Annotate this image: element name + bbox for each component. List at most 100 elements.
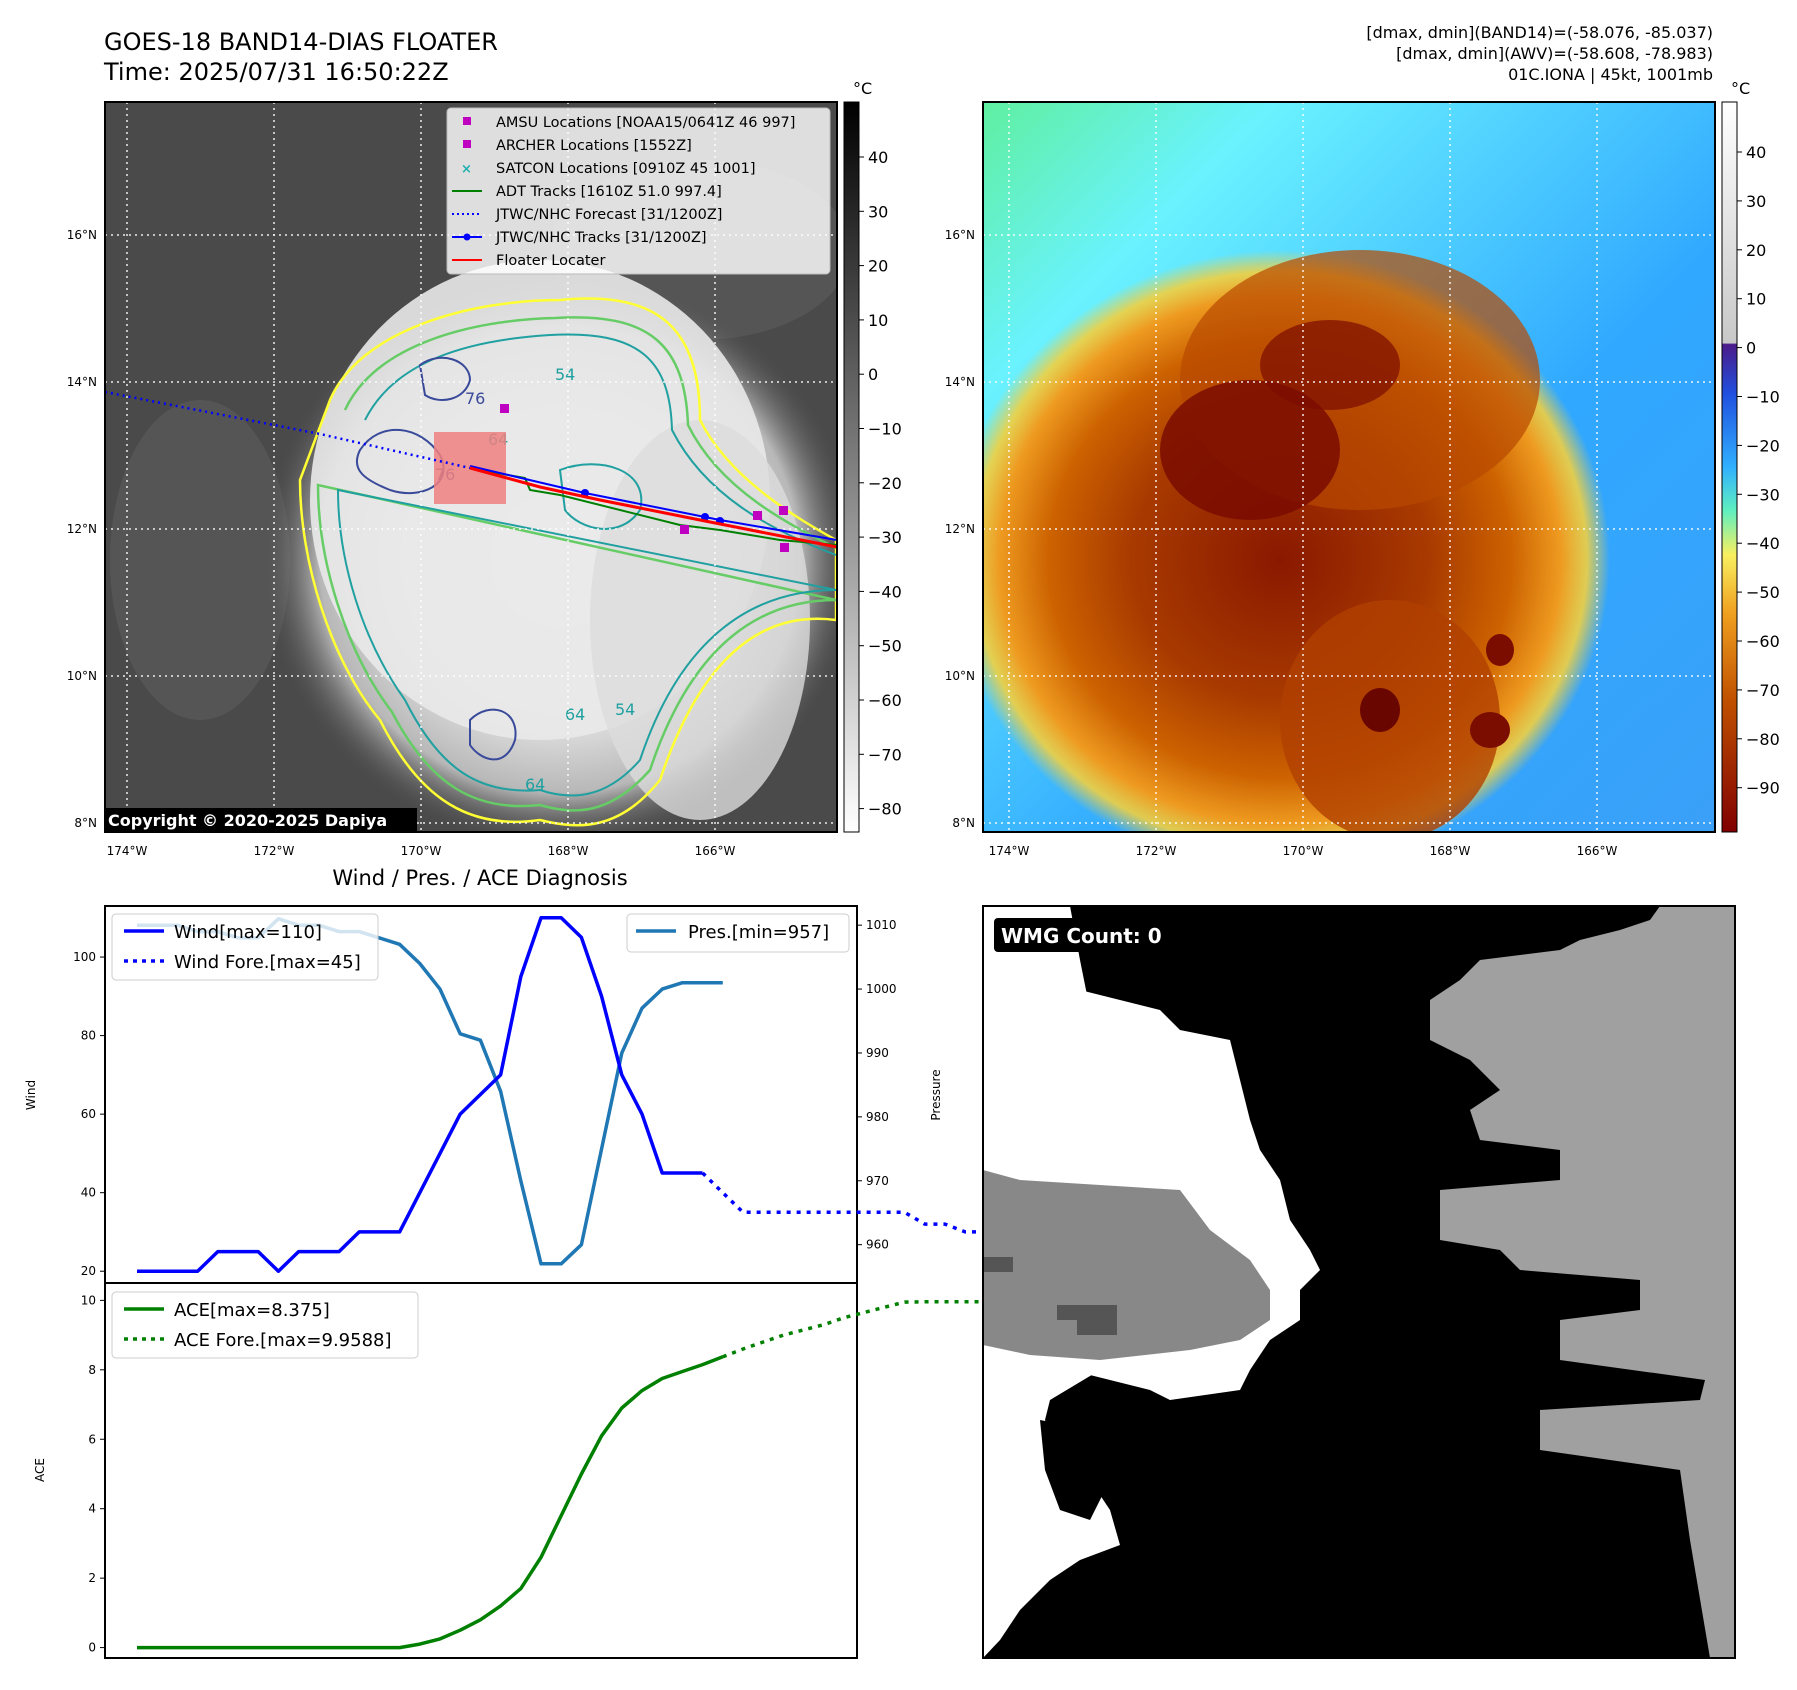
colorbar-tick-label: −30 (868, 528, 902, 547)
colorbar-tick-label: −40 (868, 582, 902, 601)
lon-label: 172°W (1136, 844, 1177, 858)
lat-label: 12°N (945, 522, 975, 536)
lon-label: 168°W (548, 844, 589, 858)
lat-label: 10°N (67, 669, 97, 683)
axis-tick-label: 1000 (866, 982, 897, 996)
lon-label: 170°W (1283, 844, 1324, 858)
contour-label: 64 (525, 775, 545, 794)
colorbar-tick-label: −70 (1746, 681, 1780, 700)
diagnosis-panel: Wind / Pres. / ACE Diagnosis Wind Pressu… (24, 866, 1067, 1659)
axis-tick-label: 0 (88, 1641, 96, 1655)
colorbar-tick-label: −20 (1746, 436, 1780, 455)
axis-tick-label: 2 (88, 1571, 96, 1585)
ace-legend: ACE[max=8.375] ACE Fore.[max=9.9588] (111, 1291, 419, 1359)
lon-label: 166°W (695, 844, 736, 858)
colorbar-tick-label: −50 (1746, 583, 1780, 602)
legend-ace: ACE[max=8.375] (174, 1300, 330, 1321)
legend-wind-fore: Wind Fore.[max=45] (174, 952, 361, 973)
lon-label: 170°W (401, 844, 442, 858)
lon-label: 166°W (1577, 844, 1618, 858)
lat-label: 8°N (952, 816, 975, 830)
axis-tick-label: 960 (866, 1238, 889, 1252)
ace-ylabel: ACE (33, 1458, 47, 1482)
diagnosis-title: Wind / Pres. / ACE Diagnosis (332, 866, 627, 890)
contour-label: 76 (465, 389, 485, 408)
lon-label: 168°W (1430, 844, 1471, 858)
colorbar-tick-label: 0 (1746, 339, 1756, 358)
lon-label: 174°W (107, 844, 148, 858)
lon-label: 174°W (989, 844, 1030, 858)
ir-colorbar: °C 40 30 20 10 0 −10 −20 −30 −40 −50 −60 −70 −80 (843, 79, 902, 833)
colorbar-tick-label: −70 (868, 745, 902, 764)
copyright: Copyright © 2020-2025 Dapiya (108, 811, 387, 830)
legend-wind: Wind[max=110] (174, 922, 322, 943)
svg-text:°C: °C (853, 79, 872, 98)
colorbar-tick-label: −80 (1746, 730, 1780, 749)
awv-colorbar: °C 40 30 20 10 0 −10 −20 −30 −40 −50 −60 −70 −80 −90 (1721, 79, 1780, 833)
lat-label: 14°N (945, 375, 975, 389)
colorbar-tick-label: −60 (1746, 632, 1780, 651)
dmax-awv: [dmax, dmin](AWV)=(-58.608, -78.983) (1396, 44, 1713, 63)
colorbar-tick-label: −50 (868, 637, 902, 656)
colorbar-tick-label: 0 (868, 365, 878, 384)
colorbar-tick-label: −40 (1746, 534, 1780, 553)
axis-tick-label: 1010 (866, 918, 897, 932)
axis-tick-label: 60 (81, 1107, 96, 1121)
colorbar-tick-label: 20 (868, 257, 888, 276)
colorbar-tick-label: −20 (868, 474, 902, 493)
colorbar-tick-label: 40 (868, 148, 888, 167)
colorbar-tick-label: 20 (1746, 241, 1766, 260)
svg-text:°C: °C (1731, 79, 1750, 98)
wind-ylabel: Wind (24, 1080, 38, 1110)
colorbar-tick-label: −80 (868, 800, 902, 819)
legend-pres: Pres.[min=957] (688, 922, 829, 943)
ace-line (137, 1355, 724, 1650)
ir-map-panel: 76 64 54 64 54 64 76 (67, 79, 902, 858)
contour-label: 54 (555, 365, 575, 384)
axis-tick-label: 4 (88, 1502, 96, 1516)
lat-label: 16°N (67, 228, 97, 242)
awv-map-panel: 16°N 14°N 12°N 10°N 8°N 174°W 172°W 170°… (945, 79, 1780, 858)
lat-label: 12°N (67, 522, 97, 536)
axis-tick-label: 80 (81, 1029, 96, 1043)
ace-forecast-line (722, 1300, 1067, 1359)
axis-tick-label: 20 (81, 1264, 96, 1278)
colorbar-tick-label: −10 (1746, 388, 1780, 407)
figure-time: Time: 2025/07/31 16:50:22Z (103, 58, 449, 86)
legend-amsu: AMSU Locations [NOAA15/0641Z 46 997] (496, 115, 795, 131)
floater-locater (469, 466, 837, 549)
colorbar-tick-label: 10 (868, 311, 888, 330)
legend-forecast: JTWC/NHC Forecast [31/1200Z] (495, 207, 722, 223)
legend-adt: ADT Tracks [1610Z 51.0 997.4] (496, 184, 722, 200)
lat-label: 16°N (945, 228, 975, 242)
legend-archer: ARCHER Locations [1552Z] (496, 138, 692, 154)
wind-legend: Wind[max=110] Wind Fore.[max=45] (111, 913, 379, 981)
figure-title: GOES-18 BAND14-DIAS FLOATER (104, 28, 498, 56)
lat-label: 14°N (67, 375, 97, 389)
colorbar-tick-label: 30 (1746, 192, 1766, 211)
axis-tick-label: 8 (88, 1363, 96, 1377)
axis-tick-label: 40 (81, 1186, 96, 1200)
wmg-count: WMG Count: 0 (1001, 924, 1162, 948)
storm-info: 01C.IONA | 45kt, 1001mb (1508, 65, 1713, 84)
colorbar-tick-label: 30 (868, 202, 888, 221)
pres-legend: Pres.[min=957] (626, 913, 850, 953)
lon-label: 172°W (254, 844, 295, 858)
colorbar-tick-label: −90 (1746, 779, 1780, 798)
lat-label: 10°N (945, 669, 975, 683)
forecast-track (105, 390, 471, 470)
jtwc-track (469, 465, 837, 541)
wind-line (137, 916, 703, 1273)
contour-label: 64 (565, 705, 585, 724)
svg-text:×: × (461, 162, 472, 177)
axis-tick-label: 980 (866, 1110, 889, 1124)
axis-tick-label: 10 (81, 1293, 96, 1307)
colorbar-tick-label: −10 (868, 420, 902, 439)
colorbar-tick-label: −60 (868, 691, 902, 710)
dmax-band14: [dmax, dmin](BAND14)=(-58.076, -85.037) (1366, 23, 1713, 42)
axis-tick-label: 990 (866, 1046, 889, 1060)
axis-tick-label: 970 (866, 1174, 889, 1188)
legend-floater: Floater Locater (496, 253, 605, 269)
colorbar-tick-label: −30 (1746, 485, 1780, 504)
